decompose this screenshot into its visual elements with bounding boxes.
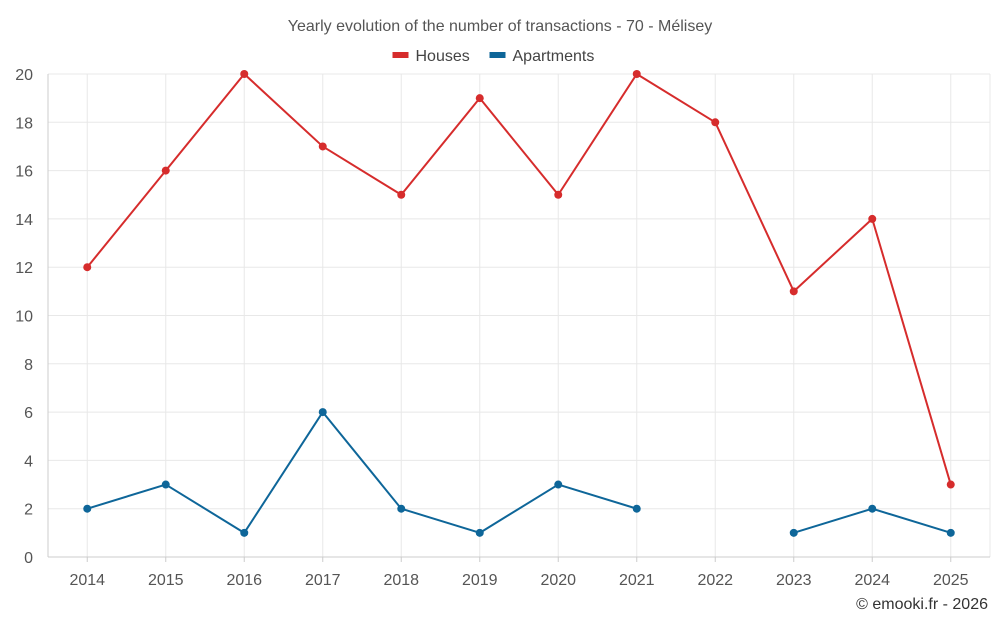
data-point-apartments <box>83 504 92 513</box>
y-tick-label: 12 <box>15 260 33 277</box>
y-tick-label: 14 <box>15 212 33 229</box>
data-point-houses <box>475 94 484 103</box>
x-tick-label: 2015 <box>148 572 184 589</box>
y-tick-label: 10 <box>15 309 33 326</box>
data-point-apartments <box>161 480 170 489</box>
legend: Houses Apartments <box>392 48 595 65</box>
series-line-apartments <box>86 411 638 534</box>
series-line-houses <box>86 73 952 485</box>
y-tick-label: 16 <box>15 164 33 181</box>
data-point-houses <box>789 287 798 296</box>
x-tick-label: 2020 <box>540 572 576 589</box>
data-point-houses <box>711 118 720 127</box>
y-tick-label: 18 <box>15 115 33 132</box>
gridlines <box>48 73 990 557</box>
y-tick-label: 6 <box>24 405 33 422</box>
x-tick-label: 2023 <box>776 572 812 589</box>
x-tick-label: 2014 <box>69 572 105 589</box>
x-tick-label: 2024 <box>854 572 890 589</box>
x-tick-label: 2018 <box>383 572 419 589</box>
data-point-apartments <box>789 528 798 537</box>
data-point-apartments <box>632 504 641 513</box>
legend-swatch-apartments <box>489 52 506 58</box>
x-tick-label: 2016 <box>226 572 262 589</box>
y-tick-label: 4 <box>24 453 33 470</box>
x-tick-label: 2022 <box>697 572 733 589</box>
y-tick-label: 2 <box>24 502 33 519</box>
chart-title: Yearly evolution of the number of transa… <box>288 18 713 35</box>
data-point-apartments <box>868 504 877 513</box>
data-point-houses <box>868 214 877 223</box>
y-tick-label: 0 <box>24 550 33 567</box>
data-point-apartments <box>318 408 327 417</box>
data-point-apartments <box>475 528 484 537</box>
data-point-houses <box>397 190 406 199</box>
series-houses <box>83 70 955 489</box>
data-point-houses <box>161 166 170 175</box>
data-point-apartments <box>240 528 249 537</box>
data-point-apartments <box>554 480 563 489</box>
data-point-houses <box>83 263 92 272</box>
x-tick-label: 2021 <box>619 572 655 589</box>
series-layer <box>83 70 955 537</box>
y-tick-label: 20 <box>15 67 33 84</box>
data-point-houses <box>240 70 249 78</box>
x-tick-label: 2025 <box>933 572 969 589</box>
data-point-houses <box>318 142 327 151</box>
x-tick-label: 2017 <box>305 572 341 589</box>
data-point-apartments <box>397 504 406 513</box>
axes: 0 2 4 6 8 10 12 14 16 18 20 2014 2015 2016 2017 2018 201… <box>15 67 991 589</box>
data-point-houses <box>554 190 563 199</box>
data-point-houses <box>632 70 641 78</box>
legend-label-apartments: Apartments <box>513 48 595 65</box>
legend-label-houses: Houses <box>416 48 470 65</box>
y-tick-label: 8 <box>24 357 33 374</box>
legend-swatch-houses <box>392 52 409 58</box>
series-apartments <box>83 408 955 537</box>
data-point-apartments <box>946 528 955 537</box>
credit-text: © emooki.fr - 2026 <box>856 596 988 613</box>
data-point-houses <box>946 480 955 489</box>
x-tick-label: 2019 <box>462 572 498 589</box>
